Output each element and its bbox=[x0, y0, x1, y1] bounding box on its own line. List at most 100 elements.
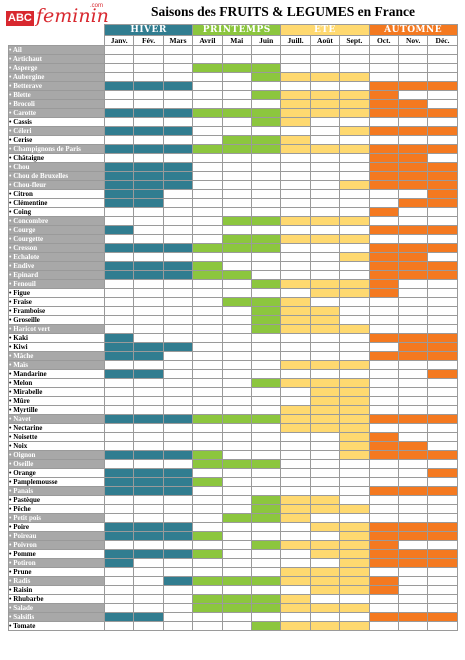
in-season-cell-hiver bbox=[103, 522, 135, 532]
empty-cell bbox=[221, 225, 252, 235]
empty-cell bbox=[221, 531, 252, 541]
empty-cell bbox=[221, 81, 252, 91]
fruit-row: • Kiwi bbox=[8, 342, 458, 352]
empty-cell bbox=[133, 558, 164, 568]
in-season-cell-ete bbox=[339, 72, 370, 82]
in-season-cell-hiver bbox=[133, 108, 164, 118]
empty-cell bbox=[397, 540, 429, 550]
item-name: • Framboise bbox=[8, 306, 105, 316]
empty-cell bbox=[309, 261, 341, 271]
empty-cell bbox=[309, 126, 341, 136]
empty-cell bbox=[250, 126, 282, 136]
empty-cell bbox=[309, 63, 341, 73]
fruit-row: • Mandarine bbox=[8, 369, 458, 379]
in-season-cell-printemps bbox=[250, 135, 282, 145]
in-season-cell-printemps bbox=[250, 594, 282, 604]
empty-cell bbox=[309, 486, 341, 496]
in-season-cell-hiver bbox=[103, 144, 135, 154]
empty-cell bbox=[192, 234, 223, 244]
empty-cell bbox=[192, 504, 223, 514]
item-name: • Potiron bbox=[8, 558, 105, 568]
empty-cell bbox=[397, 297, 429, 307]
empty-cell bbox=[162, 459, 194, 469]
empty-cell bbox=[368, 360, 399, 370]
empty-cell bbox=[162, 603, 194, 613]
in-season-cell-ete bbox=[309, 414, 341, 424]
in-season-cell-hiver bbox=[133, 189, 164, 199]
empty-cell bbox=[162, 567, 194, 577]
empty-cell bbox=[250, 252, 282, 262]
item-name: • Pastèque bbox=[8, 495, 105, 505]
in-season-cell-printemps bbox=[192, 594, 223, 604]
empty-cell bbox=[309, 135, 341, 145]
in-season-cell-ete bbox=[339, 540, 370, 550]
empty-cell bbox=[397, 324, 429, 334]
fruit-row: • Citron bbox=[8, 189, 458, 199]
empty-cell bbox=[133, 297, 164, 307]
empty-cell bbox=[309, 54, 341, 64]
empty-cell bbox=[133, 567, 164, 577]
empty-cell bbox=[162, 495, 194, 505]
in-season-cell-ete bbox=[309, 522, 341, 532]
in-season-cell-automne bbox=[368, 612, 399, 622]
in-season-cell-hiver bbox=[103, 468, 135, 478]
empty-cell bbox=[133, 396, 164, 406]
in-season-cell-ete bbox=[339, 414, 370, 424]
empty-cell bbox=[309, 198, 341, 208]
empty-cell bbox=[427, 513, 458, 523]
empty-cell bbox=[162, 297, 194, 307]
item-name: • Haricot vert bbox=[8, 324, 105, 334]
in-season-cell-automne bbox=[368, 441, 399, 451]
item-name: • Groseille bbox=[8, 315, 105, 325]
empty-cell bbox=[250, 360, 282, 370]
in-season-cell-hiver bbox=[103, 198, 135, 208]
in-season-cell-hiver bbox=[133, 414, 164, 424]
in-season-cell-hiver bbox=[133, 144, 164, 154]
empty-cell bbox=[133, 252, 164, 262]
item-name: • Poireau bbox=[8, 531, 105, 541]
in-season-cell-printemps bbox=[250, 540, 282, 550]
in-season-cell-ete bbox=[309, 279, 341, 289]
empty-cell bbox=[250, 351, 282, 361]
item-name: • Chou bbox=[8, 162, 105, 172]
empty-cell bbox=[280, 369, 311, 379]
in-season-cell-ete bbox=[339, 216, 370, 226]
empty-cell bbox=[103, 72, 135, 82]
empty-cell bbox=[162, 54, 194, 64]
in-season-cell-hiver bbox=[103, 270, 135, 280]
empty-cell bbox=[368, 396, 399, 406]
in-season-cell-automne bbox=[427, 333, 458, 343]
empty-cell bbox=[427, 477, 458, 487]
in-season-cell-hiver bbox=[162, 522, 194, 532]
in-season-cell-hiver bbox=[103, 225, 135, 235]
in-season-cell-ete bbox=[280, 513, 311, 523]
in-season-cell-automne bbox=[368, 171, 399, 181]
item-name: • Figue bbox=[8, 288, 105, 298]
in-season-cell-ete bbox=[280, 72, 311, 82]
empty-cell bbox=[427, 324, 458, 334]
empty-cell bbox=[250, 45, 282, 55]
empty-cell bbox=[309, 171, 341, 181]
in-season-cell-hiver bbox=[133, 486, 164, 496]
empty-cell bbox=[250, 369, 282, 379]
empty-cell bbox=[397, 288, 429, 298]
in-season-cell-automne bbox=[427, 414, 458, 424]
empty-cell bbox=[397, 567, 429, 577]
empty-cell bbox=[368, 468, 399, 478]
empty-cell bbox=[162, 63, 194, 73]
item-name: • Courgette bbox=[8, 234, 105, 244]
item-name: • Oseille bbox=[8, 459, 105, 469]
in-season-cell-ete bbox=[309, 288, 341, 298]
item-name: • Ail bbox=[8, 45, 105, 55]
empty-cell bbox=[368, 369, 399, 379]
empty-cell bbox=[162, 513, 194, 523]
in-season-cell-ete bbox=[280, 108, 311, 118]
vegetable-row: • Fenouil bbox=[8, 279, 458, 289]
in-season-cell-hiver bbox=[162, 450, 194, 460]
empty-cell bbox=[133, 63, 164, 73]
empty-cell bbox=[133, 432, 164, 442]
in-season-cell-printemps bbox=[221, 513, 252, 523]
item-name: • Orange bbox=[8, 468, 105, 478]
empty-cell bbox=[103, 45, 135, 55]
empty-cell bbox=[368, 54, 399, 64]
